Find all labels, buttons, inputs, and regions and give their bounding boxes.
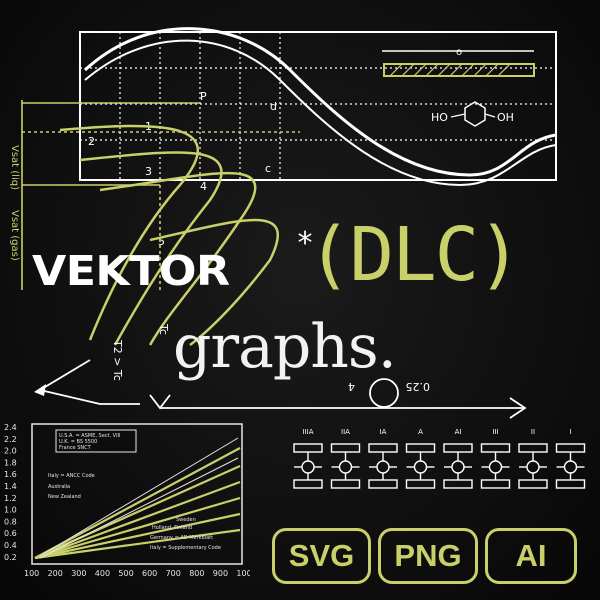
png-badge: PNG bbox=[378, 528, 478, 584]
line-label-2: Australia bbox=[48, 484, 70, 490]
dim-o-label: o bbox=[456, 47, 462, 58]
roman-label: IA bbox=[380, 428, 387, 436]
curve-upper bbox=[83, 27, 557, 177]
x-tick-label: 300 bbox=[71, 569, 86, 578]
title-asterisk: * bbox=[296, 226, 315, 261]
y-tick-label: 1.6 bbox=[4, 470, 17, 479]
bus-unit: I bbox=[555, 428, 586, 489]
y-tick-label: 0.4 bbox=[4, 541, 17, 550]
hatched-bar bbox=[383, 63, 535, 77]
line-label-1: Italy = ANCC Code bbox=[48, 473, 95, 479]
chart-series-lines bbox=[34, 447, 241, 560]
bus-unit: III bbox=[480, 428, 511, 489]
title-graphs: graphs. bbox=[173, 312, 397, 382]
pressure-code-chart: 2.4 2.2 2.0 1.8 1.6 1.4 1.2 1.0 0.8 0.6 0.4 0.2 100… bbox=[4, 423, 250, 578]
line-label-4: Holland, Finland bbox=[152, 525, 192, 531]
phenol-ho: HO bbox=[431, 111, 448, 124]
bus-unit: IIA bbox=[330, 428, 361, 489]
legend-1: U.S.A. = ASME, Sect. VIII bbox=[59, 433, 121, 439]
curve-label-c: c bbox=[265, 162, 271, 175]
x-tick-label: 900 bbox=[213, 569, 228, 578]
y-tick-label: 1.0 bbox=[4, 506, 17, 515]
x-tick-label: 100 bbox=[24, 569, 39, 578]
y-tick-label: 2.4 bbox=[4, 423, 17, 432]
tc-label: Tc bbox=[157, 323, 170, 335]
title-dlc: (DLC) bbox=[307, 212, 522, 298]
roman-label: IIA bbox=[341, 428, 350, 436]
x-tick-label: 700 bbox=[166, 569, 181, 578]
curve-lower bbox=[84, 39, 557, 187]
roman-label: I bbox=[569, 428, 571, 436]
y-tick-label: 1.2 bbox=[4, 494, 17, 503]
roman-label: A bbox=[418, 428, 423, 436]
diagram-frame bbox=[79, 31, 557, 181]
curve-label-d: d bbox=[270, 100, 277, 113]
vsat-liq-label: Vsat (liq) bbox=[9, 145, 20, 190]
title-vektor: VEKTOR bbox=[32, 247, 230, 295]
curve-label-4: 4 bbox=[200, 180, 207, 193]
curve-label-5: 5 bbox=[158, 235, 165, 248]
bus-diagram-grid: IIIA IIA IA A AI III II I bbox=[293, 428, 586, 489]
legend-2: U.K. = BS 5500 bbox=[59, 439, 97, 445]
y-tick-label: 0.6 bbox=[4, 529, 17, 538]
roman-label: IIIA bbox=[303, 428, 314, 436]
bus-unit: IIIA bbox=[293, 428, 323, 489]
ai-badge: AI bbox=[485, 528, 577, 584]
line-label-7: Sweden bbox=[176, 517, 196, 523]
bus-unit: A bbox=[405, 428, 436, 489]
x-tick-label: 800 bbox=[189, 569, 204, 578]
rotated-4: 4 bbox=[348, 380, 355, 393]
hatch-lines bbox=[389, 63, 511, 77]
yellow-curves bbox=[59, 124, 279, 346]
bus-unit: II bbox=[518, 428, 548, 489]
line-label-6: Italy = Supplementary Code bbox=[150, 545, 221, 551]
benzene-ring-icon bbox=[464, 101, 486, 127]
x-tick-label: 1000 bbox=[236, 569, 250, 578]
x-tick-label: 600 bbox=[142, 569, 157, 578]
legend-3: France SNCT bbox=[59, 445, 92, 451]
bus-unit: IA bbox=[368, 428, 398, 489]
bus-unit: AI bbox=[443, 428, 473, 489]
vsat-gas-label: Vsat (gas) bbox=[9, 210, 20, 261]
y-tick-label: 2.2 bbox=[4, 435, 17, 444]
phenol-oh: OH bbox=[497, 111, 514, 124]
x-tick-label: 500 bbox=[118, 569, 133, 578]
line-label-3: New Zealand bbox=[48, 494, 81, 500]
rotated-0-25: 0.25 bbox=[406, 380, 431, 393]
curve-label-p: P bbox=[200, 90, 207, 103]
arrow-head-icon bbox=[34, 384, 46, 396]
roman-label: II bbox=[531, 428, 535, 436]
x-tick-label: 400 bbox=[95, 569, 110, 578]
roman-label: AI bbox=[455, 428, 462, 436]
chart-legend-box bbox=[55, 429, 137, 453]
y-tick-label: 1.4 bbox=[4, 482, 17, 491]
y-tick-label: 1.8 bbox=[4, 458, 17, 467]
svg-badge: SVG bbox=[272, 528, 371, 584]
roman-label: III bbox=[492, 428, 498, 436]
diagram-grid bbox=[80, 32, 556, 180]
curve-label-3: 3 bbox=[145, 165, 152, 178]
y-tick-label: 2.0 bbox=[4, 447, 17, 456]
t2-tc-label: T2 > Tc bbox=[111, 339, 124, 381]
chart-frame bbox=[31, 423, 243, 565]
y-tick-label: 0.8 bbox=[4, 517, 17, 526]
x-tick-label: 200 bbox=[48, 569, 63, 578]
line-label-5: Germany = AD Merkblatt bbox=[150, 535, 213, 541]
curve-label-2: 2 bbox=[88, 135, 95, 148]
y-tick-label: 0.2 bbox=[4, 553, 17, 562]
arrow-lines bbox=[39, 359, 527, 419]
